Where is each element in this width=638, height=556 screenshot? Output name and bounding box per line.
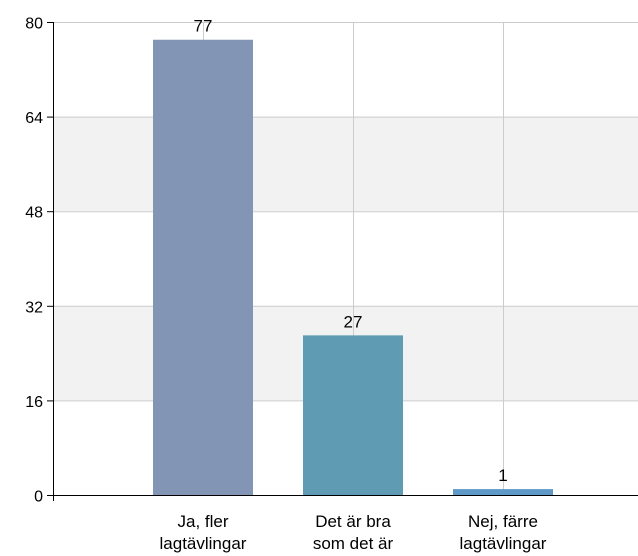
category-label-3: Nej, färre lagtävlingar [460,512,547,553]
value-labels: 77 27 1 [194,17,508,485]
y-tick-label: 48 [25,205,43,222]
bars [153,39,553,496]
category-label-1: Ja, fler lagtävlingar [160,512,247,553]
y-tick-label: 16 [25,394,43,411]
value-label-1: 77 [194,17,213,36]
value-label-3: 1 [498,466,507,485]
bar-1 [153,39,253,496]
axes [47,22,638,501]
value-label-2: 27 [344,312,363,331]
y-tick-label: 0 [34,489,43,506]
plot-band [53,116,638,212]
bar-2 [303,335,403,495]
y-axis-ticks: 0 16 32 48 64 80 [25,16,53,506]
category-label-2: Det är bra som det är [313,512,394,553]
y-tick-label: 64 [25,110,43,127]
y-tick-label: 80 [25,16,43,33]
bar-3 [453,489,553,495]
category-labels: Ja, fler lagtävlingar Det är bra som det är… [160,512,547,553]
y-tick-label: 32 [25,299,43,316]
plot-bands [53,116,638,401]
